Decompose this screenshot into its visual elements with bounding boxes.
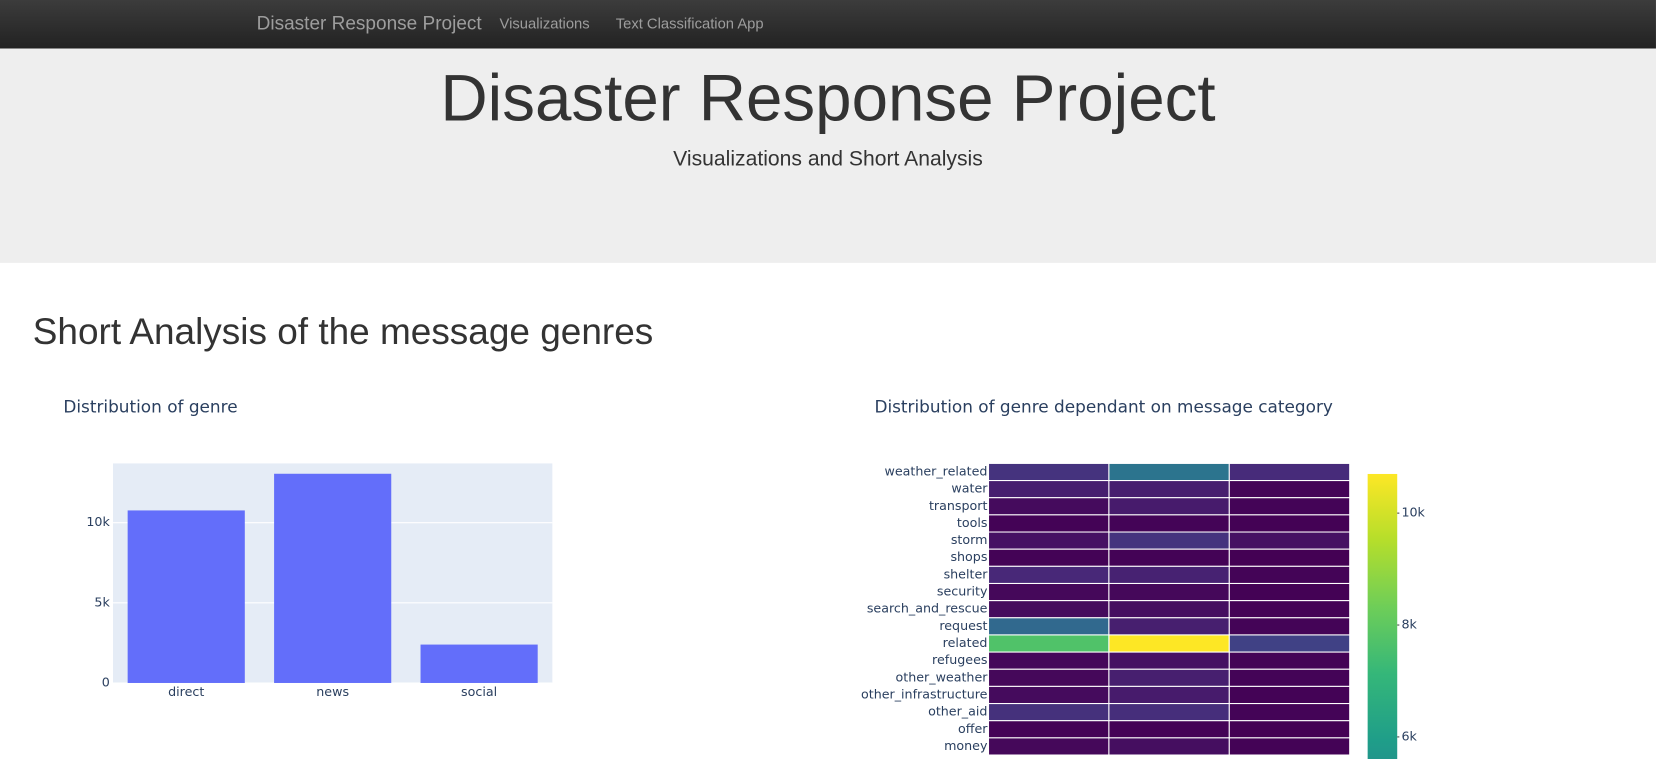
nav-link[interactable]: Visualizations [499, 14, 590, 32]
heatmap-cell [987, 634, 1110, 653]
y-tick-label: related [943, 635, 988, 650]
y-tick-label: weather_related [884, 463, 987, 478]
header-title: Disaster Response Project [440, 62, 1216, 136]
bar [127, 510, 245, 683]
y-tick-label: other_infrastructure [861, 686, 988, 701]
x-tick-label: news [316, 684, 349, 699]
heatmap-cell [1228, 651, 1351, 670]
heatmap-cell [987, 565, 1110, 585]
navbar: Disaster Response Project Visualizations… [0, 0, 1656, 49]
colorbar-tick-label: 6k [1401, 728, 1417, 743]
header: Disaster Response Project Visualizations… [0, 48, 1656, 263]
heatmap-cell [1228, 582, 1351, 602]
heatmap-cell [1108, 617, 1230, 636]
heatmap-cell [987, 480, 1110, 499]
y-tick-label: water [951, 481, 988, 496]
heatmap-cell [1108, 685, 1230, 705]
y-tick-label: other_weather [896, 669, 989, 684]
y-tick-label: refugees [932, 652, 987, 667]
heatmap-cell [1228, 617, 1351, 636]
heatmap-cell [1228, 703, 1351, 722]
heatmap-cell [987, 668, 1110, 687]
colorbar-tick-label: 8k [1401, 617, 1417, 632]
heatmap-cell [987, 531, 1110, 550]
y-tick-label: 5k [94, 594, 110, 609]
heatmap-cell [1228, 600, 1351, 619]
heatmap-cell [1108, 548, 1230, 567]
heatmap-cell [1108, 737, 1230, 756]
y-tick-label: shops [950, 549, 987, 564]
heatmap-cell [987, 651, 1110, 670]
bar [274, 473, 392, 683]
bar [420, 644, 538, 683]
heatmap-cell [1228, 685, 1351, 705]
y-tick-label: security [937, 584, 988, 599]
heatmap-cell [1228, 668, 1351, 687]
heatmap-cell [987, 703, 1110, 722]
header-subtitle: Visualizations and Short Analysis [673, 147, 983, 172]
heatmap-cell [1228, 634, 1351, 653]
y-tick-label: request [939, 618, 987, 633]
colorbar [1367, 473, 1398, 759]
heatmap-cell [1108, 565, 1230, 585]
heatmap-cell [1108, 720, 1230, 739]
heatmap-cell [1228, 531, 1351, 550]
section-title: Short Analysis of the message genres [32, 311, 654, 353]
heatmap-cell [987, 514, 1110, 533]
heatmap-cell [1108, 582, 1230, 602]
heatmap-cell [987, 600, 1110, 619]
brand[interactable]: Disaster Response Project [256, 12, 482, 34]
heatmap-cell [987, 720, 1110, 739]
y-tick-label: storm [951, 532, 988, 547]
x-tick-label: social [461, 684, 497, 699]
heatmap-cell [1108, 480, 1230, 499]
heatmap-cell [987, 617, 1110, 636]
y-tick-label: transport [929, 498, 988, 513]
chart-title: Distribution of genre [63, 396, 237, 416]
heatmap-cell [1228, 480, 1351, 499]
heatmap-cell [1108, 651, 1230, 670]
heatmap-cell [1228, 462, 1351, 482]
heatmap-cell [1228, 720, 1351, 739]
heatmap-cell [1108, 497, 1230, 516]
heatmap-cell [987, 462, 1110, 482]
heatmap-cell [1228, 737, 1351, 756]
heatmap-cell [1108, 634, 1230, 653]
heatmap-cell [987, 737, 1110, 756]
chart-title: Distribution of genre dependant on messa… [874, 396, 1332, 416]
heatmap-cell [1108, 600, 1230, 619]
heatmap-cell [1228, 514, 1351, 533]
nav-link[interactable]: Text Classification App [615, 14, 764, 32]
heatmap-cell [987, 497, 1110, 516]
heatmap-cell [987, 548, 1110, 567]
heatmap-cell [1108, 668, 1230, 687]
x-tick-label: direct [168, 684, 204, 699]
colorbar-tick-label: 10k [1401, 505, 1425, 520]
y-tick-label: tools [957, 515, 988, 530]
heatmap-cell [1228, 497, 1351, 516]
heatmap-cell [1228, 565, 1351, 585]
y-tick-label: other_aid [928, 704, 987, 719]
heatmap-cell [1228, 548, 1351, 567]
y-tick-label: shelter [944, 566, 989, 581]
heatmap-cell [1108, 514, 1230, 533]
heatmap-cell [987, 582, 1110, 602]
heatmap-cell [1108, 531, 1230, 550]
y-tick-label: offer [958, 721, 988, 736]
heatmap-cell [1108, 462, 1230, 482]
heatmap-cell [1108, 703, 1230, 722]
y-tick-label: money [944, 738, 988, 753]
y-tick-label: 0 [102, 674, 110, 689]
y-tick-label: search_and_rescue [867, 601, 988, 616]
heatmap-cell [987, 685, 1110, 705]
y-tick-label: 10k [86, 514, 110, 529]
